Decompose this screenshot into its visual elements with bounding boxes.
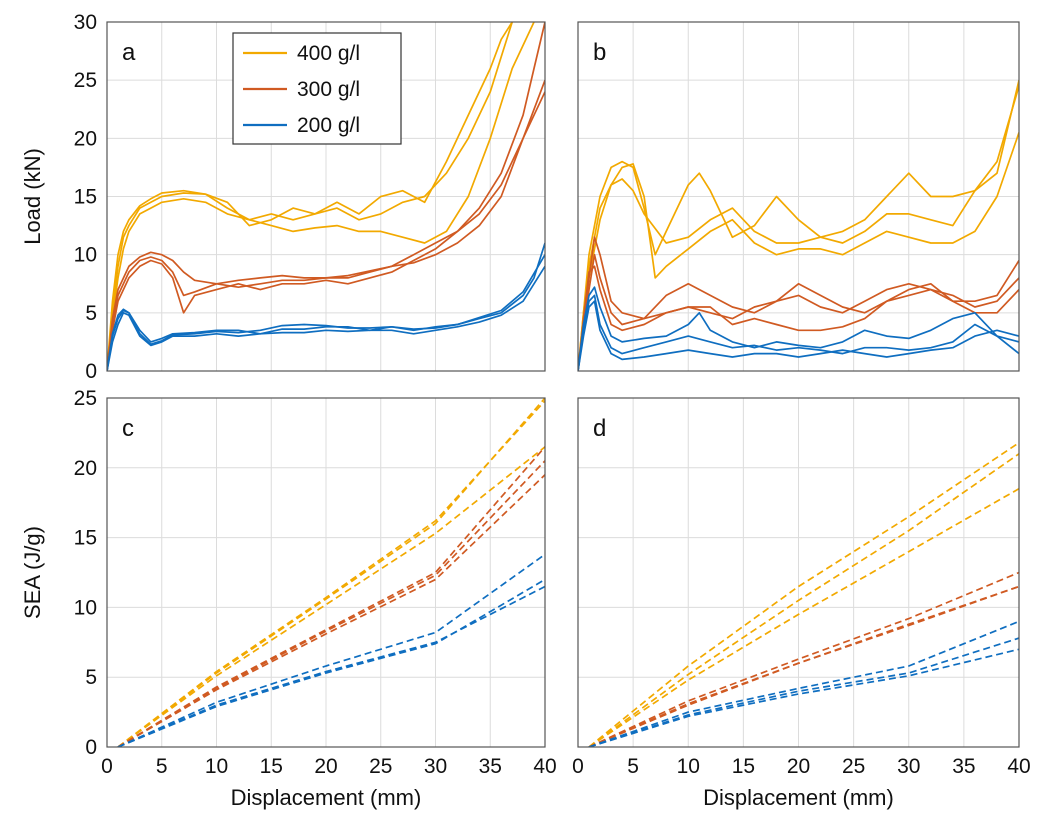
x-tick-label: 0 bbox=[101, 755, 113, 778]
panel-letter: d bbox=[593, 415, 606, 442]
x-tick-label: 35 bbox=[479, 755, 502, 778]
series-line-300gl-4 bbox=[578, 253, 1019, 371]
series-group bbox=[107, 22, 545, 371]
legend-label: 300 g/l bbox=[297, 78, 360, 101]
series-line-400gl-1 bbox=[578, 132, 1019, 371]
y-tick-label: 0 bbox=[85, 360, 97, 383]
series-line-300gl-5 bbox=[117, 460, 545, 747]
series-line-300gl-5 bbox=[107, 91, 545, 371]
series-line-400gl-0 bbox=[578, 80, 1019, 371]
y-axis-label: SEA (J/g) bbox=[20, 526, 45, 619]
x-tick-label: 20 bbox=[787, 755, 810, 778]
series-line-200gl-6 bbox=[117, 553, 545, 747]
series-line-300gl-4 bbox=[107, 79, 545, 371]
x-tick-label: 5 bbox=[156, 755, 168, 778]
series-line-200gl-7 bbox=[117, 585, 545, 747]
series-line-400gl-2 bbox=[588, 487, 1019, 747]
x-tick-label: 0 bbox=[572, 755, 584, 778]
x-tick-label: 20 bbox=[314, 755, 337, 778]
series-line-300gl-4 bbox=[117, 474, 545, 747]
legend-label: 200 g/l bbox=[297, 114, 360, 137]
y-tick-label: 25 bbox=[74, 69, 97, 92]
panel-a: 0 5 10 15 20 25 30 Load (kN) a 400 g/l 300 g/l 200 … bbox=[20, 11, 546, 383]
panel-letter: c bbox=[122, 415, 134, 442]
y-tick-label: 20 bbox=[74, 457, 97, 480]
x-tick-label: 40 bbox=[533, 755, 556, 778]
series-line-200gl-7 bbox=[578, 294, 1019, 371]
y-tick-label: 20 bbox=[74, 127, 97, 150]
x-tick-label: 40 bbox=[1007, 755, 1030, 778]
y-tick-label: 30 bbox=[74, 11, 97, 34]
series-line-400gl-0 bbox=[588, 441, 1019, 747]
plot-frame bbox=[577, 397, 1020, 748]
y-tick-label: 25 bbox=[74, 387, 97, 410]
x-tick-label: 10 bbox=[677, 755, 700, 778]
series-line-200gl-6 bbox=[578, 286, 1019, 371]
series-line-200gl-8 bbox=[117, 578, 545, 747]
panel-b: b bbox=[577, 21, 1020, 372]
y-tick-label: 0 bbox=[85, 736, 97, 759]
series-line-300gl-3 bbox=[588, 571, 1019, 747]
x-tick-label: 15 bbox=[732, 755, 755, 778]
plot-frame bbox=[106, 21, 546, 372]
series-line-200gl-6 bbox=[588, 620, 1019, 747]
series-group bbox=[117, 398, 545, 747]
panel-letter: b bbox=[593, 39, 606, 66]
series-line-300gl-3 bbox=[117, 446, 545, 747]
series-line-200gl-8 bbox=[578, 300, 1019, 371]
y-tick-label: 5 bbox=[85, 302, 97, 325]
x-tick-label: 30 bbox=[897, 755, 920, 778]
y-tick-label: 15 bbox=[74, 527, 97, 550]
panel-letter: a bbox=[122, 39, 136, 66]
x-axis-label: Displacement (mm) bbox=[703, 785, 894, 810]
series-line-400gl-2 bbox=[107, 22, 535, 371]
y-tick-label: 15 bbox=[74, 186, 97, 209]
series-line-300gl-5 bbox=[578, 265, 1019, 371]
x-tick-label: 25 bbox=[842, 755, 865, 778]
series-line-400gl-0 bbox=[107, 22, 514, 371]
y-tick-label: 10 bbox=[74, 596, 97, 619]
series-line-400gl-2 bbox=[578, 85, 1019, 371]
series-line-400gl-1 bbox=[117, 400, 545, 747]
series-line-400gl-1 bbox=[107, 22, 513, 371]
x-tick-label: 30 bbox=[424, 755, 447, 778]
x-axis-label: Displacement (mm) bbox=[231, 785, 422, 810]
panel-d: 0 5 10 15 20 25 30 35 40 Displacement (mm) d bbox=[572, 397, 1031, 810]
y-tick-label: 10 bbox=[74, 244, 97, 267]
y-axis-label: Load (kN) bbox=[20, 148, 45, 245]
series-group bbox=[588, 441, 1019, 747]
series-line-200gl-8 bbox=[107, 254, 545, 371]
x-tick-label: 5 bbox=[627, 755, 639, 778]
panel-c: 0 5 10 15 20 25 0 5 10 15 20 25 30 35 40 SEA (J/g) Displ… bbox=[20, 387, 557, 810]
x-tick-label: 10 bbox=[205, 755, 228, 778]
plot-frame bbox=[106, 397, 546, 748]
plot-frame bbox=[577, 21, 1020, 372]
y-tick-label: 5 bbox=[85, 666, 97, 689]
legend: 400 g/l 300 g/l 200 g/l bbox=[232, 32, 402, 145]
x-tick-label: 15 bbox=[260, 755, 283, 778]
x-tick-label: 25 bbox=[369, 755, 392, 778]
series-line-300gl-3 bbox=[107, 22, 545, 371]
series-line-200gl-7 bbox=[588, 637, 1019, 747]
series-line-300gl-5 bbox=[588, 585, 1019, 747]
series-group bbox=[578, 80, 1019, 371]
series-line-400gl-1 bbox=[588, 453, 1019, 747]
series-line-200gl-8 bbox=[588, 648, 1019, 747]
series-line-400gl-0 bbox=[117, 398, 545, 747]
series-line-200gl-7 bbox=[107, 265, 545, 371]
legend-label: 400 g/l bbox=[297, 42, 360, 65]
series-line-400gl-2 bbox=[117, 446, 545, 747]
x-tick-label: 35 bbox=[952, 755, 975, 778]
